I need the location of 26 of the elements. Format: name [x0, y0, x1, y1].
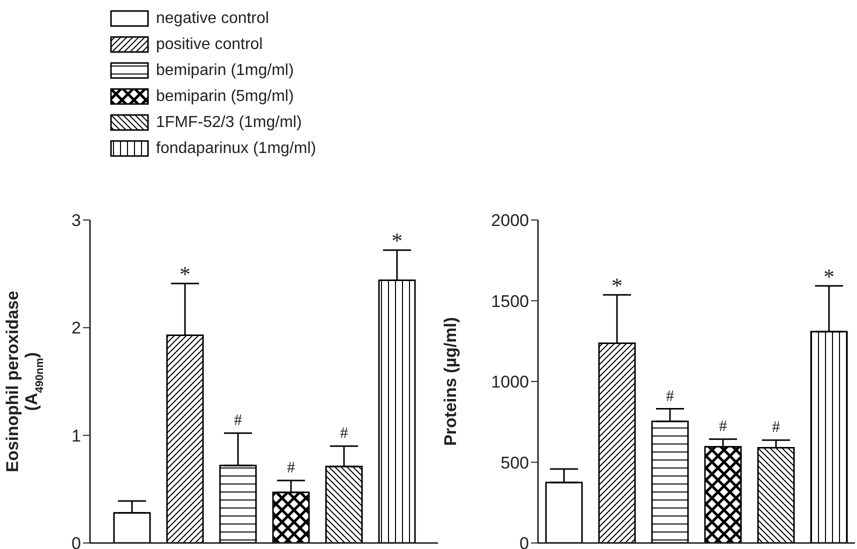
- y-tick-label: 1000: [491, 372, 529, 392]
- data-label: #: [719, 418, 727, 436]
- data-label: #: [666, 388, 674, 405]
- legend-label: positive control: [156, 36, 263, 54]
- y-tick-label: 500: [500, 453, 529, 472]
- data-label: #: [287, 460, 295, 477]
- y-axis-title: Proteins (µg/ml): [441, 317, 460, 446]
- y-tick-label: 1500: [491, 292, 529, 311]
- y-tick-label: 2: [72, 318, 81, 338]
- legend-label: bemiparin (1mg/ml): [156, 62, 294, 80]
- data-label: #: [340, 425, 348, 442]
- legend-label: negative control: [156, 10, 269, 28]
- legend-label: 1FMF-52/3 (1mg/ml): [156, 114, 302, 132]
- legend-label: bemiparin (5mg/ml): [156, 88, 294, 106]
- data-label: *: [392, 228, 402, 254]
- data-label: *: [180, 262, 190, 287]
- data-label: #: [772, 419, 780, 436]
- legend-label: fondaparinux (1mg/ml): [156, 140, 316, 158]
- data-label: *: [612, 272, 622, 298]
- y-tick-label: 0: [72, 534, 81, 549]
- data-label: *: [824, 264, 834, 289]
- y-tick-label: 3: [72, 211, 81, 230]
- data-label: #: [234, 412, 242, 430]
- y-tick-label: 1: [72, 426, 81, 446]
- y-tick-label: 2000: [491, 211, 529, 230]
- y-tick-label: 0: [520, 534, 529, 549]
